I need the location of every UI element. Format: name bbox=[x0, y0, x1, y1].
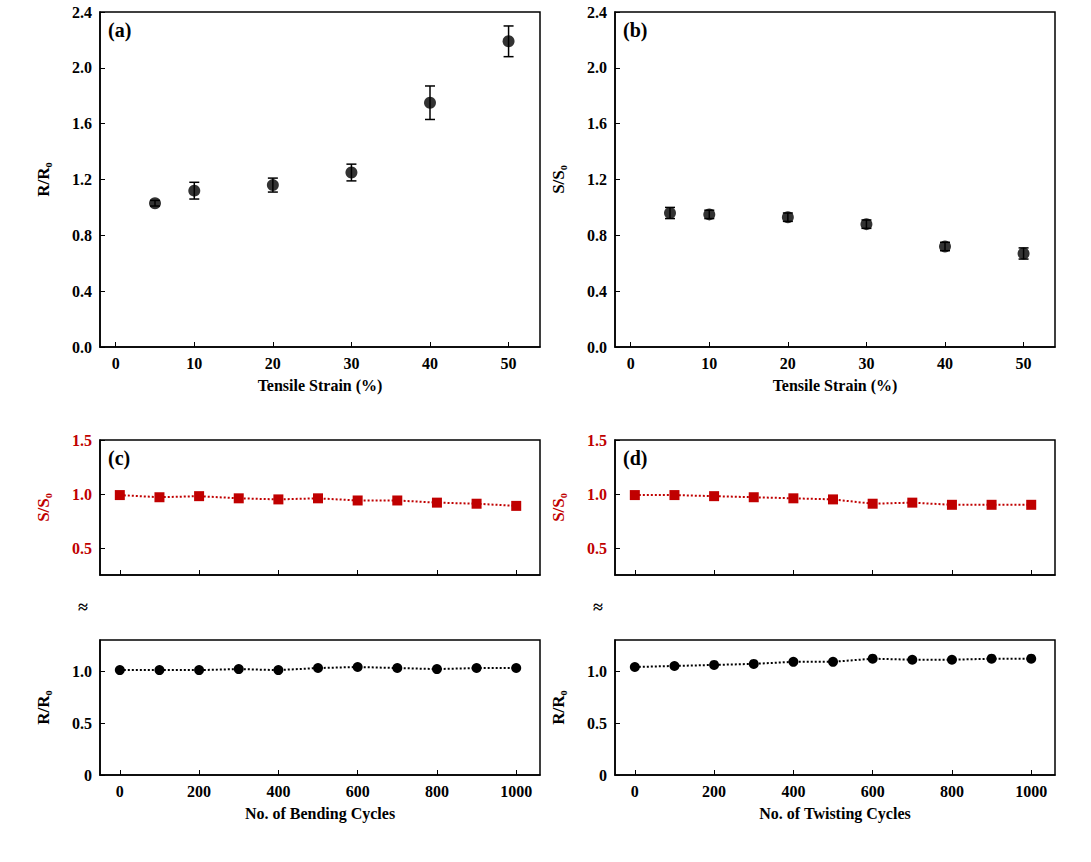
svg-text:(b): (b) bbox=[623, 19, 647, 42]
svg-text:1.0: 1.0 bbox=[587, 663, 607, 680]
svg-text:No. of Twisting Cycles: No. of Twisting Cycles bbox=[759, 805, 910, 823]
svg-text:1.6: 1.6 bbox=[72, 115, 92, 132]
svg-text:0.8: 0.8 bbox=[587, 227, 607, 244]
svg-text:800: 800 bbox=[940, 783, 964, 800]
svg-text:50: 50 bbox=[501, 355, 517, 372]
svg-text:(a): (a) bbox=[108, 19, 131, 42]
svg-text:Tensile Strain (%): Tensile Strain (%) bbox=[773, 377, 898, 395]
svg-text:0.5: 0.5 bbox=[72, 715, 92, 732]
svg-text:20: 20 bbox=[780, 355, 796, 372]
svg-text:400: 400 bbox=[781, 783, 805, 800]
svg-text:1.5: 1.5 bbox=[72, 432, 92, 449]
svg-text:0.5: 0.5 bbox=[72, 540, 92, 557]
svg-text:1.2: 1.2 bbox=[72, 171, 92, 188]
svg-text:0.4: 0.4 bbox=[72, 283, 92, 300]
svg-text:0.4: 0.4 bbox=[587, 283, 607, 300]
svg-text:0: 0 bbox=[599, 767, 607, 784]
svg-text:1000: 1000 bbox=[1015, 783, 1047, 800]
svg-text:2.4: 2.4 bbox=[72, 4, 92, 21]
svg-text:Tensile Strain (%): Tensile Strain (%) bbox=[258, 377, 383, 395]
svg-text:40: 40 bbox=[937, 355, 953, 372]
svg-text:0.5: 0.5 bbox=[587, 715, 607, 732]
svg-text:1.2: 1.2 bbox=[587, 171, 607, 188]
svg-text:S/S₀: S/S₀ bbox=[549, 493, 568, 522]
svg-text:30: 30 bbox=[343, 355, 359, 372]
svg-text:1.0: 1.0 bbox=[587, 486, 607, 503]
svg-text:600: 600 bbox=[861, 783, 885, 800]
svg-text:50: 50 bbox=[1016, 355, 1032, 372]
svg-text:600: 600 bbox=[346, 783, 370, 800]
svg-text:800: 800 bbox=[425, 783, 449, 800]
svg-text:(d): (d) bbox=[623, 447, 647, 470]
svg-text:R/R₀: R/R₀ bbox=[549, 690, 568, 724]
svg-text:200: 200 bbox=[702, 783, 726, 800]
svg-text:20: 20 bbox=[265, 355, 281, 372]
svg-text:R/R₀: R/R₀ bbox=[34, 690, 53, 724]
svg-text:(c): (c) bbox=[108, 447, 130, 470]
svg-text:0.0: 0.0 bbox=[72, 339, 92, 356]
svg-text:2.0: 2.0 bbox=[587, 59, 607, 76]
svg-text:1000: 1000 bbox=[500, 783, 532, 800]
svg-text:0.5: 0.5 bbox=[587, 540, 607, 557]
svg-text:1.0: 1.0 bbox=[72, 486, 92, 503]
svg-text:30: 30 bbox=[858, 355, 874, 372]
svg-text:≈: ≈ bbox=[78, 597, 88, 617]
svg-text:1.6: 1.6 bbox=[587, 115, 607, 132]
svg-text:1.5: 1.5 bbox=[587, 432, 607, 449]
svg-text:0: 0 bbox=[116, 783, 124, 800]
svg-text:0: 0 bbox=[627, 355, 635, 372]
svg-text:40: 40 bbox=[422, 355, 438, 372]
svg-text:R/R₀: R/R₀ bbox=[34, 162, 53, 196]
svg-text:200: 200 bbox=[187, 783, 211, 800]
svg-text:0: 0 bbox=[112, 355, 120, 372]
svg-text:≈: ≈ bbox=[593, 597, 603, 617]
svg-text:0.8: 0.8 bbox=[72, 227, 92, 244]
svg-text:0.0: 0.0 bbox=[587, 339, 607, 356]
svg-text:10: 10 bbox=[186, 355, 202, 372]
svg-text:No. of Bending Cycles: No. of Bending Cycles bbox=[245, 805, 395, 823]
svg-text:1.0: 1.0 bbox=[72, 663, 92, 680]
svg-text:S/S₀: S/S₀ bbox=[549, 165, 568, 194]
svg-text:0: 0 bbox=[84, 767, 92, 784]
svg-text:10: 10 bbox=[701, 355, 717, 372]
svg-text:2.4: 2.4 bbox=[587, 4, 607, 21]
svg-text:400: 400 bbox=[266, 783, 290, 800]
svg-text:0: 0 bbox=[631, 783, 639, 800]
svg-text:2.0: 2.0 bbox=[72, 59, 92, 76]
svg-text:S/S₀: S/S₀ bbox=[34, 493, 53, 522]
